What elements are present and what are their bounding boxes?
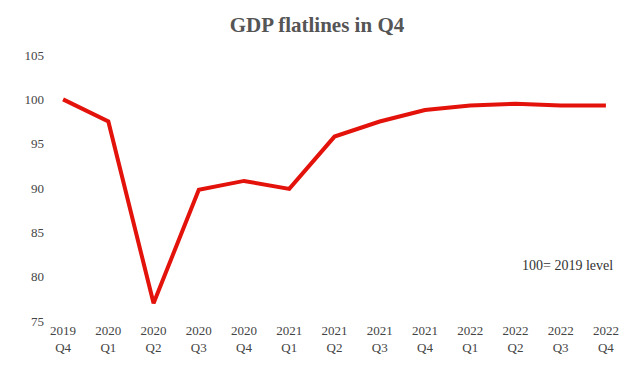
svg-text:2020Q1: 2020Q1 xyxy=(95,323,121,355)
svg-text:2022Q4: 2022Q4 xyxy=(593,323,619,355)
svg-text:85: 85 xyxy=(31,225,44,240)
svg-text:2022Q1: 2022Q1 xyxy=(457,323,483,355)
svg-text:2022Q3: 2022Q3 xyxy=(548,323,574,355)
svg-text:2020Q4: 2020Q4 xyxy=(231,323,257,355)
svg-text:2021Q3: 2021Q3 xyxy=(367,323,393,355)
svg-text:100= 2019 level: 100= 2019 level xyxy=(522,258,613,273)
svg-text:2021Q4: 2021Q4 xyxy=(412,323,438,355)
svg-text:80: 80 xyxy=(31,269,44,284)
svg-text:75: 75 xyxy=(31,314,44,329)
svg-text:2021Q2: 2021Q2 xyxy=(322,323,348,355)
svg-text:105: 105 xyxy=(25,48,45,63)
svg-text:2020Q3: 2020Q3 xyxy=(186,323,212,355)
svg-text:100: 100 xyxy=(25,92,45,107)
svg-text:2019Q4: 2019Q4 xyxy=(50,323,76,355)
svg-text:GDP flatlines in Q4: GDP flatlines in Q4 xyxy=(230,13,405,37)
svg-text:2022Q2: 2022Q2 xyxy=(502,323,528,355)
svg-text:95: 95 xyxy=(31,136,44,151)
svg-text:90: 90 xyxy=(31,181,44,196)
svg-text:2020Q2: 2020Q2 xyxy=(141,323,167,355)
svg-text:2021Q1: 2021Q1 xyxy=(276,323,302,355)
